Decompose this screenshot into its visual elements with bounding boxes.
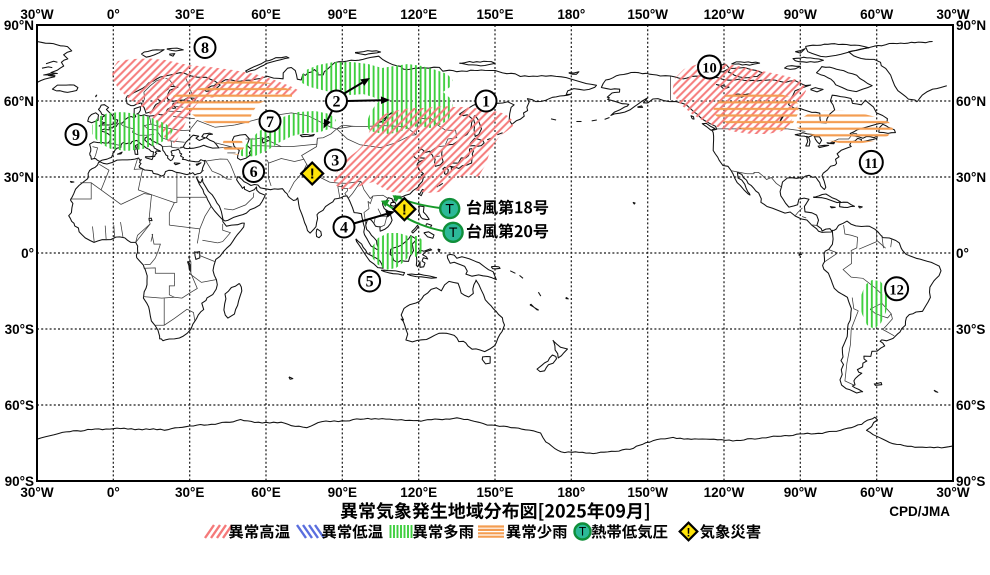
svg-text:T: T	[579, 525, 587, 539]
svg-text:60°S: 60°S	[956, 398, 985, 413]
svg-text:180°: 180°	[557, 7, 585, 22]
svg-text:90°N: 90°N	[956, 18, 986, 33]
svg-text:11: 11	[864, 156, 878, 172]
svg-text:90°S: 90°S	[5, 474, 34, 489]
svg-text:30°W: 30°W	[936, 485, 969, 500]
svg-text:60°S: 60°S	[5, 398, 34, 413]
svg-text:8: 8	[201, 40, 209, 57]
svg-text:30°N: 30°N	[956, 170, 986, 185]
svg-text:12: 12	[889, 282, 904, 298]
svg-text:3: 3	[331, 153, 339, 170]
svg-text:0°: 0°	[107, 485, 120, 500]
svg-text:0°: 0°	[956, 246, 969, 261]
svg-text:60°E: 60°E	[251, 485, 280, 500]
svg-text:90°S: 90°S	[956, 474, 985, 489]
svg-text:60°N: 60°N	[956, 94, 986, 109]
svg-text:60°E: 60°E	[251, 7, 280, 22]
svg-text:30°S: 30°S	[5, 322, 34, 337]
svg-text:30°W: 30°W	[936, 7, 969, 22]
svg-text:!: !	[402, 201, 407, 218]
svg-text:90°N: 90°N	[4, 18, 34, 33]
svg-text:180°: 180°	[557, 485, 585, 500]
svg-text:150°W: 150°W	[627, 485, 668, 500]
svg-text:2: 2	[333, 94, 341, 111]
svg-text:30°W: 30°W	[20, 7, 53, 22]
svg-text:60°W: 60°W	[860, 485, 893, 500]
svg-text:0°: 0°	[21, 246, 34, 261]
svg-text:90°E: 90°E	[328, 485, 357, 500]
svg-text:60°W: 60°W	[860, 7, 893, 22]
svg-text:150°W: 150°W	[627, 7, 668, 22]
svg-text:30°S: 30°S	[956, 322, 985, 337]
svg-text:150°E: 150°E	[477, 485, 514, 500]
svg-text:30°N: 30°N	[4, 170, 34, 185]
svg-text:5: 5	[366, 274, 374, 291]
svg-text:120°E: 120°E	[400, 7, 437, 22]
svg-text:CPD/JMA: CPD/JMA	[889, 504, 950, 519]
svg-text:120°E: 120°E	[400, 485, 437, 500]
svg-text:9: 9	[72, 127, 80, 144]
svg-text:0°: 0°	[107, 7, 120, 22]
svg-text:T: T	[445, 201, 454, 217]
svg-text:60°N: 60°N	[4, 94, 34, 109]
svg-text:!: !	[310, 166, 315, 183]
svg-text:!: !	[687, 526, 691, 540]
svg-text:120°W: 120°W	[704, 7, 745, 22]
svg-text:4: 4	[340, 220, 348, 237]
svg-text:10: 10	[702, 61, 717, 77]
svg-text:30°E: 30°E	[175, 7, 204, 22]
svg-text:30°E: 30°E	[175, 485, 204, 500]
svg-text:7: 7	[266, 114, 274, 131]
svg-text:T: T	[449, 224, 458, 240]
svg-text:90°W: 90°W	[784, 485, 817, 500]
svg-text:30°W: 30°W	[20, 485, 53, 500]
svg-text:120°W: 120°W	[704, 485, 745, 500]
svg-text:90°E: 90°E	[328, 7, 357, 22]
svg-text:1: 1	[482, 94, 490, 111]
svg-text:90°W: 90°W	[784, 7, 817, 22]
svg-text:6: 6	[250, 164, 258, 181]
svg-text:150°E: 150°E	[477, 7, 514, 22]
